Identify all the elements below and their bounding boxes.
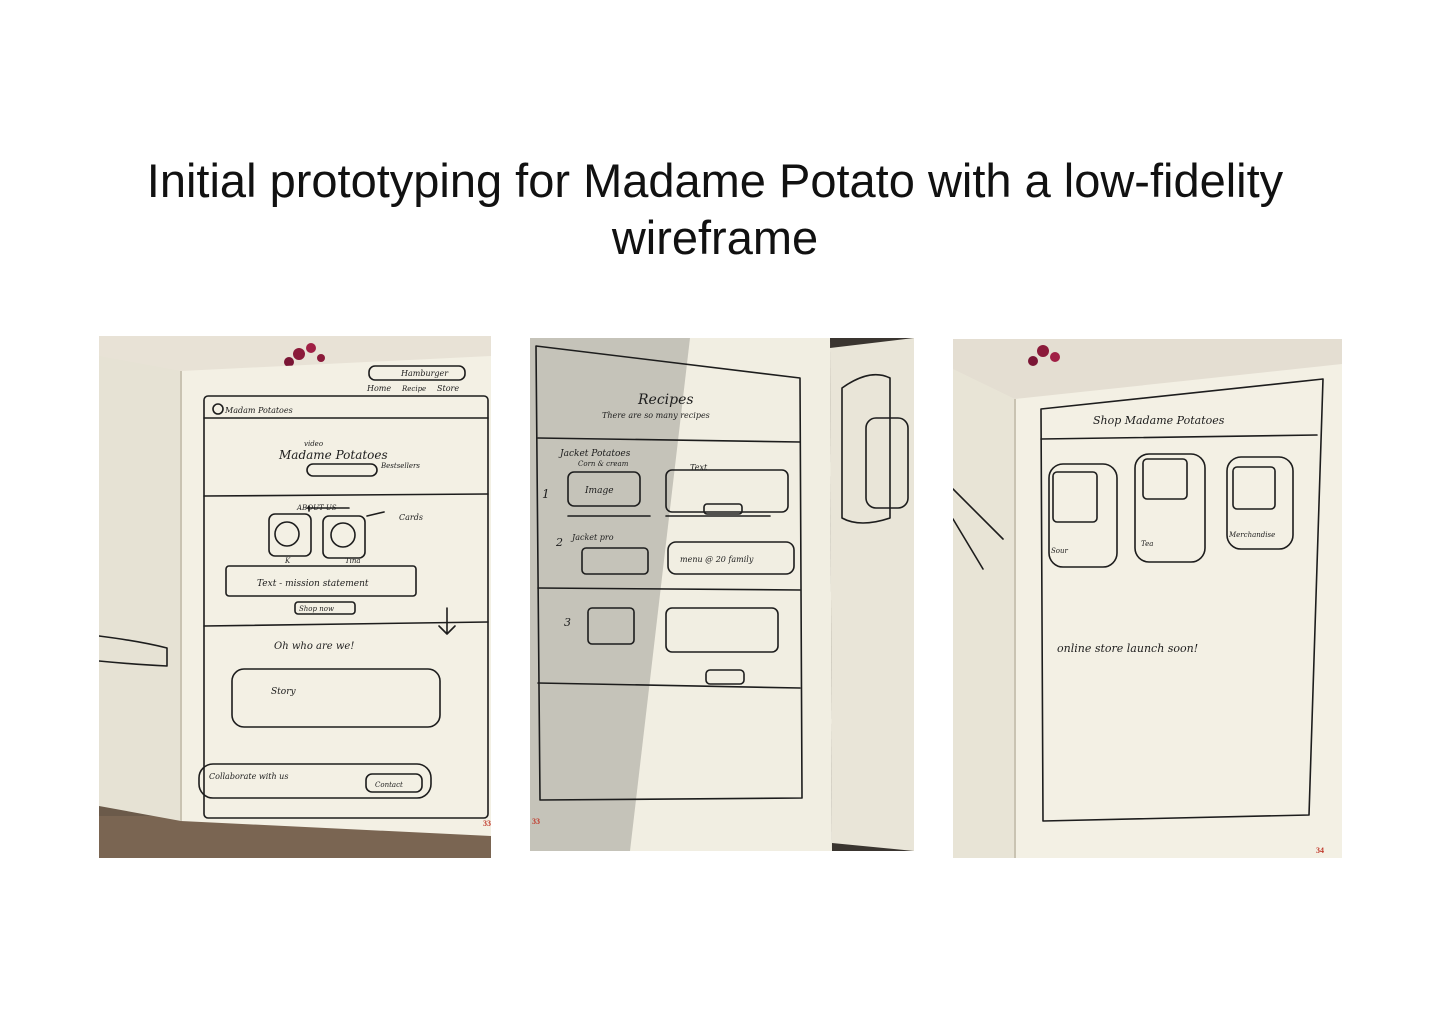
recipes-sketch-drawing: Recipes There are so many recipes Jacket… [530,338,914,851]
sketch-nav-store: Store [437,384,459,393]
sketch-video-note: video [304,440,323,448]
sketch-hero-title: Madame Potatoes [278,448,388,462]
sketch-card-label-2: Tina [345,557,361,565]
sketch-card-label-1: K [284,557,291,565]
sketch-nav-recipe: Recipe [401,385,426,393]
sketch-about-heading: ABOUT US [296,504,337,512]
sketch-shop-note: online store launch soon! [1057,642,1198,655]
sketch-item1-sub: Corn & cream [578,460,629,468]
home-sketch-drawing: Madam Potatoes Home Recipe Store Hamburg… [99,336,491,858]
sketch-shop-heading: Shop Madame Potatoes [1093,414,1225,427]
sketch-recipes-heading: Recipes [637,392,694,408]
sketch-collab-text: Collaborate with us [209,772,288,781]
sketch-item2-title: Jacket pro [570,533,614,542]
sketch-nav-home: Home [366,384,391,393]
page-number: 34 [1316,846,1324,855]
sketch-contact-button: Contact [375,781,403,789]
sketch-statement: Text - mission statement [257,579,369,589]
sketch-item1-image: Image [584,486,614,496]
sketch-shop-button: Shop now [299,605,334,613]
shop-sketch-drawing: Shop Madame Potatoes Sour Tea Merchandis… [953,339,1342,858]
sketch-item2-menu: menu @ 20 family [680,555,754,564]
sketch-item1-text: Text [690,463,708,472]
sketch-story-box: Story [271,687,297,697]
wireframe-photo-shop: Shop Madame Potatoes Sour Tea Merchandis… [953,339,1342,858]
sketch-product-3: Merchandise [1228,531,1275,539]
page-number: 33 [483,819,491,828]
sketch-who-heading: Oh who are we! [274,641,354,652]
sketch-product-2: Tea [1141,540,1153,548]
wireframe-photo-recipes: Recipes There are so many recipes Jacket… [530,338,914,851]
page-number: 33 [532,817,540,826]
sketch-hamburger-note: Hamburger [400,369,449,378]
sketch-cards-note: Cards [399,513,423,522]
sketch-product-1: Sour [1051,547,1069,555]
slide-title: Initial prototyping for Madame Potato wi… [146,154,1284,264]
sketch-step-1: 1 [542,487,550,501]
sketch-step-2: 2 [555,536,563,549]
sketch-step-3: 3 [564,616,571,629]
wireframe-photo-home: Madam Potatoes Home Recipe Store Hamburg… [99,336,491,858]
sketch-recipes-subheading: There are so many recipes [602,411,710,420]
sketch-item1-title: Jacket Potatoes [558,449,631,459]
sketch-brand: Madam Potatoes [224,406,293,415]
sketch-hero-button: Bestsellers [380,462,420,470]
